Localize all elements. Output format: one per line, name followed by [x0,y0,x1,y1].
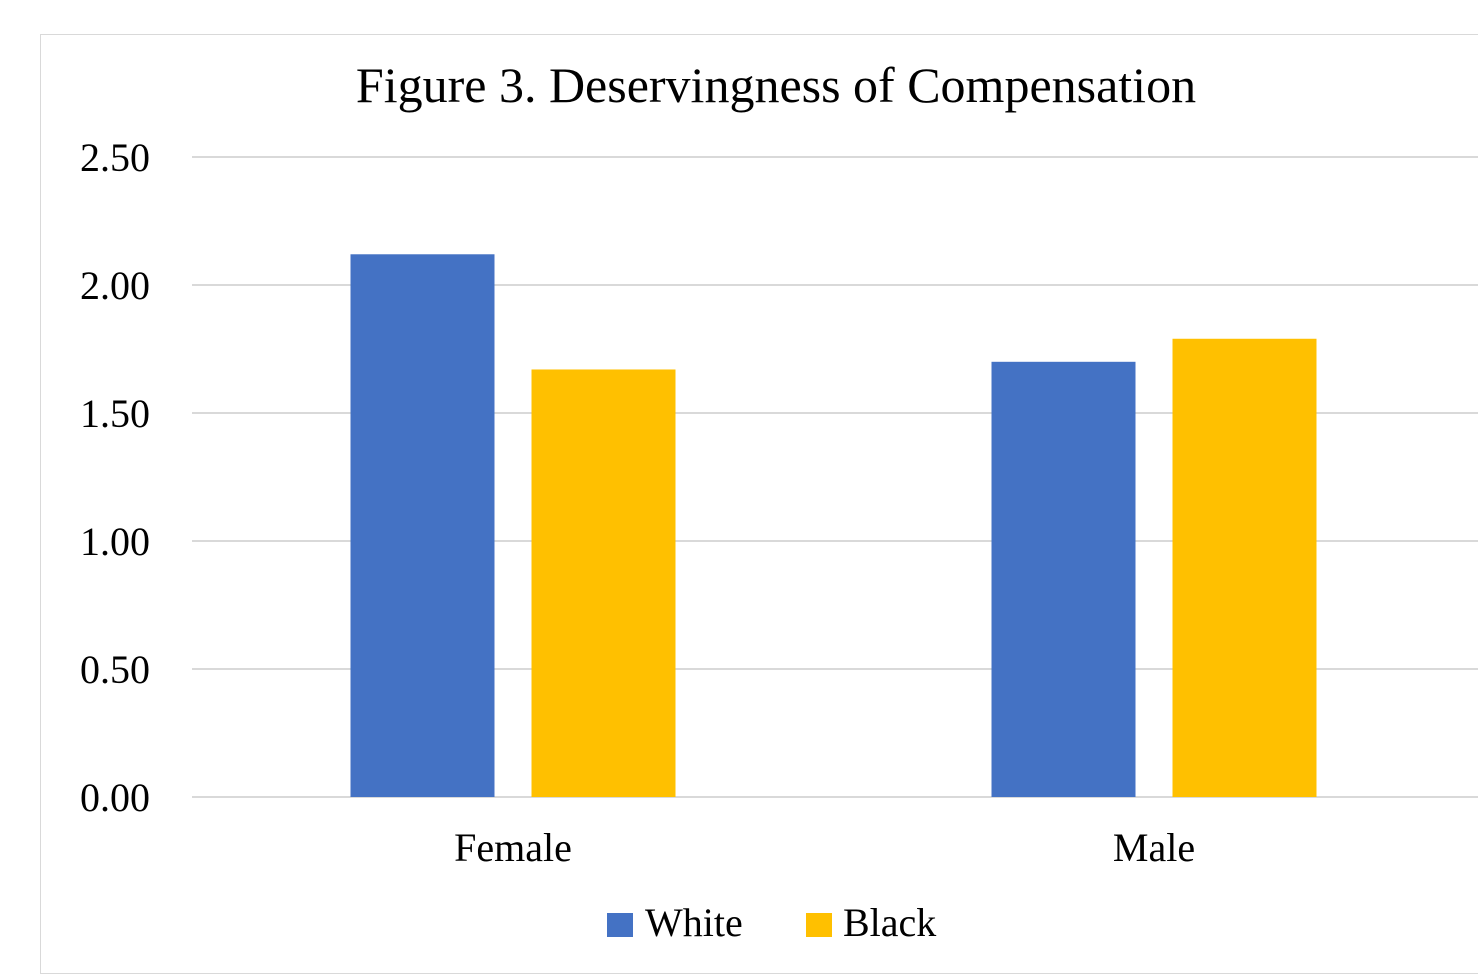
x-category-label: Male [1113,825,1195,870]
legend-swatch-white [607,913,633,937]
bar-black-female [531,369,676,797]
y-tick-label: 1.50 [80,391,150,436]
legend-swatch-black [806,913,832,937]
bar-black-male [1172,338,1317,797]
bar-white-female [350,254,495,797]
legend-label-black: Black [843,900,936,943]
legend-label-white: White [645,900,743,943]
bars [350,254,1317,797]
bar-chart: Figure 3. Deservingness of Compensation … [80,57,1478,943]
x-axis-category-labels: Female Male [454,825,1195,870]
chart-title: Figure 3. Deservingness of Compensation [356,57,1196,113]
y-tick-label: 1.00 [80,519,150,564]
y-axis-tick-labels: 0.00 0.50 1.00 1.50 2.00 2.50 [80,135,150,820]
y-tick-label: 0.50 [80,647,150,692]
bar-white-male [991,361,1136,797]
legend: White Black [607,900,936,943]
y-tick-label: 0.00 [80,775,150,820]
x-category-label: Female [454,825,572,870]
y-tick-label: 2.00 [80,263,150,308]
y-tick-label: 2.50 [80,135,150,180]
